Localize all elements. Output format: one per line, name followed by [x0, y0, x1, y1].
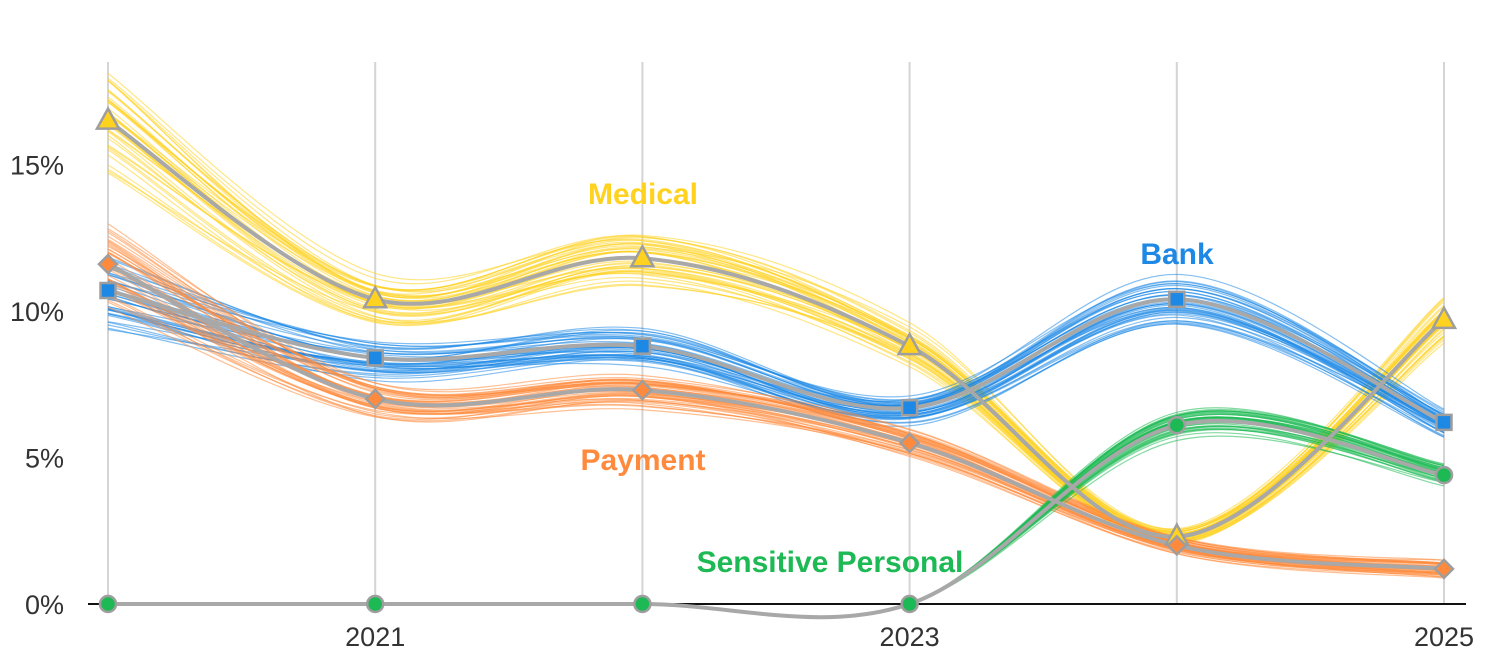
series-label-medical: Medical — [588, 178, 698, 211]
band-strand-bank — [107, 289, 1445, 428]
series-line-sensitive-personal — [108, 418, 1445, 620]
y-tick-label: 0% — [25, 590, 64, 620]
band-strand-medical — [107, 96, 1445, 530]
band-strand-medical — [107, 99, 1445, 531]
y-tick-label: 5% — [25, 444, 64, 474]
band-strand-sensitive-personal — [107, 421, 1445, 618]
band-strand-bank — [107, 272, 1445, 413]
band-strand-sensitive-personal — [108, 425, 1445, 618]
band-strand-medical — [107, 124, 1445, 534]
band-strand-payment — [107, 296, 1445, 574]
data-point-medical — [1430, 305, 1458, 330]
data-point-sensitive-personal — [98, 594, 118, 614]
band-strand-medical — [107, 134, 1445, 543]
band-strand-sensitive-personal — [108, 435, 1445, 617]
band-strand-bank — [107, 314, 1445, 426]
band-strand-payment — [107, 301, 1445, 578]
band-strand-bank — [107, 290, 1445, 429]
data-point-payment — [631, 379, 654, 401]
x-tick-label: 2021 — [345, 622, 405, 652]
series-label-sensitive-personal: Sensitive Personal — [697, 546, 964, 579]
y-tick-label: 15% — [10, 151, 64, 181]
band-strand-medical — [107, 80, 1445, 535]
data-point-medical — [362, 284, 389, 309]
x-tick-label: 2023 — [880, 622, 940, 652]
band-strand-medical — [107, 91, 1445, 531]
data-point-payment — [97, 253, 119, 275]
band-strand-sensitive-personal — [107, 420, 1445, 618]
data-point-sensitive-personal — [900, 594, 919, 614]
band-strand-medical — [107, 79, 1445, 532]
data-point-medical — [94, 106, 122, 130]
band-strand-bank — [107, 263, 1445, 421]
band-strand-sensitive-personal — [107, 422, 1445, 618]
band-strand-bank — [107, 295, 1445, 427]
marker-layer — [94, 106, 1458, 614]
band-strand-sensitive-personal — [108, 421, 1445, 618]
series-line-layer — [106, 118, 1446, 620]
band-strand-payment — [107, 240, 1445, 565]
band-strand-payment — [107, 239, 1445, 564]
band-strand-medical — [107, 170, 1445, 543]
band-strand-bank — [107, 314, 1445, 438]
data-point-bank — [1168, 290, 1186, 309]
data-point-sensitive-personal — [1434, 465, 1454, 485]
data-point-bank — [633, 337, 652, 355]
series-line-payment — [107, 262, 1445, 571]
band-strand-sensitive-personal — [108, 427, 1445, 618]
band-strand-medical — [107, 172, 1445, 542]
band-strand-bank — [107, 256, 1445, 410]
band-strand-sensitive-personal — [108, 428, 1445, 618]
y-tick-label: 10% — [10, 297, 64, 327]
band-strand-sensitive-personal — [108, 428, 1445, 618]
band-strand-sensitive-personal — [107, 423, 1445, 618]
band-strand-sensitive-personal — [108, 429, 1445, 618]
axis-layer: 0% 5% 10% 15% 2021 2023 2025 — [10, 151, 1474, 652]
band-strand-payment — [107, 286, 1445, 577]
band-strand-sensitive-personal — [107, 426, 1445, 618]
data-point-bank — [99, 281, 117, 300]
label-layer: Medical Bank Payment Sensitive Personal — [580, 178, 1214, 579]
data-point-medical — [896, 331, 923, 356]
data-point-bank — [900, 398, 919, 417]
data-point-payment — [898, 432, 921, 454]
series-label-bank: Bank — [1140, 238, 1214, 271]
series-line-bank — [107, 288, 1445, 425]
data-point-sensitive-personal — [365, 594, 385, 614]
band-strand-sensitive-personal — [107, 421, 1445, 618]
data-point-payment — [1433, 558, 1455, 580]
series-label-payment: Payment — [580, 444, 705, 477]
data-point-payment — [1166, 534, 1188, 557]
series-line-medical — [106, 118, 1446, 539]
band-strand-sensitive-personal — [108, 425, 1445, 618]
band-strand-payment — [107, 306, 1445, 574]
band-strand-payment — [107, 228, 1445, 561]
data-point-sensitive-personal — [1167, 416, 1187, 435]
band-strand-sensitive-personal — [108, 425, 1445, 618]
x-tick-label: 2025 — [1414, 622, 1474, 652]
band-strand-sensitive-personal — [108, 432, 1445, 617]
data-point-bank — [1435, 413, 1453, 432]
data-point-bank — [366, 349, 384, 367]
band-strand-medical — [107, 122, 1445, 535]
band-strand-bank — [107, 307, 1445, 434]
data-point-payment — [364, 388, 386, 410]
data-point-sensitive-personal — [633, 594, 652, 614]
data-point-medical — [629, 243, 656, 268]
band-strand-sensitive-personal — [107, 421, 1445, 618]
